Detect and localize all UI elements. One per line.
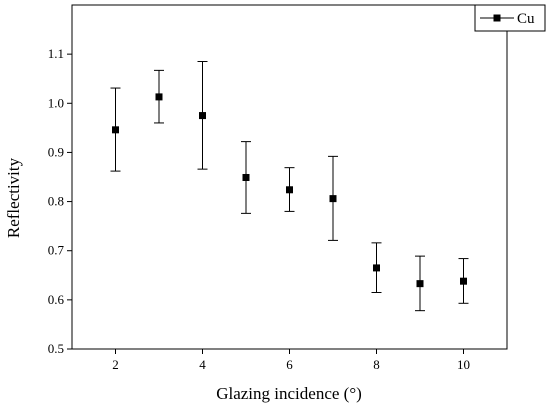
data-point [416,280,424,288]
x-tick-label: 6 [286,357,293,372]
error-bars [110,61,469,312]
y-tick-label: 1.0 [48,95,64,110]
legend-label: Cu [517,11,535,27]
y-axis-title: Reflectivity [4,157,23,238]
x-tick-label: 8 [373,357,380,372]
x-tick-label: 10 [457,357,470,372]
data-point [242,173,250,181]
x-axis-title: Glazing incidence (°) [216,384,362,403]
data-point [199,112,206,120]
legend-marker [493,14,501,22]
x-axis-ticks: 2 4 6 8 10 [112,349,470,372]
y-tick-label: 0.5 [48,341,64,356]
x-tick-label: 4 [199,357,206,372]
data-points [112,93,467,288]
data-point [373,264,380,272]
y-tick-label: 0.8 [48,194,64,209]
x-tick-label: 2 [112,357,119,372]
y-axis-ticks: 0.5 0.6 0.7 0.8 0.9 1.0 1.1 [48,46,72,356]
data-point [329,195,337,203]
y-tick-label: 0.6 [48,292,65,307]
y-tick-label: 0.9 [48,144,64,159]
data-point [286,186,293,194]
data-point [155,93,163,101]
legend: Cu [474,4,546,32]
data-point [460,277,467,285]
y-tick-label: 1.1 [48,46,64,61]
data-point [112,126,119,134]
y-tick-label: 0.7 [48,243,65,258]
